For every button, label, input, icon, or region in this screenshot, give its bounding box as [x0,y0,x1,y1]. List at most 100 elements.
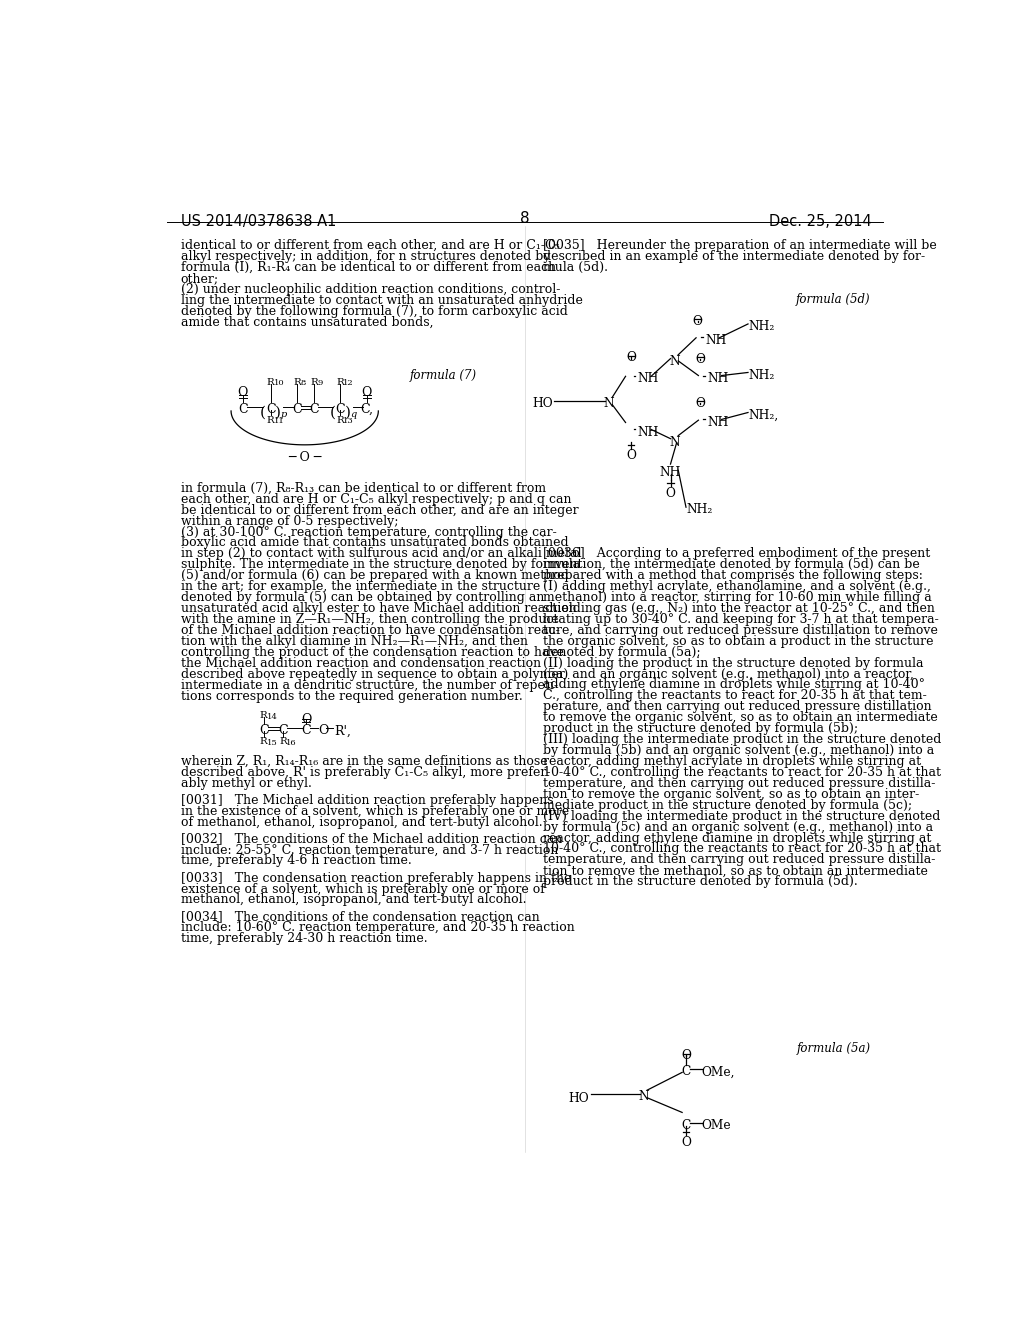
Text: tion to remove the organic solvent, so as to obtain an inter-: tion to remove the organic solvent, so a… [543,788,919,801]
Text: N: N [603,397,613,411]
Text: HO: HO [568,1092,589,1105]
Text: [0031]   The Michael addition reaction preferably happens: [0031] The Michael addition reaction pre… [180,793,553,807]
Text: NH: NH [637,426,658,440]
Text: Dec. 25, 2014: Dec. 25, 2014 [769,214,872,228]
Text: described in an example of the intermediate denoted by for-: described in an example of the intermedi… [543,251,925,263]
Text: O: O [301,713,311,726]
Text: tion with the alkyl diamine in NH₂—R₁—NH₂, and then: tion with the alkyl diamine in NH₂—R₁—NH… [180,635,527,648]
Text: described above, R' is preferably C₁-C₅ alkyl, more prefer-: described above, R' is preferably C₁-C₅ … [180,766,550,779]
Text: include: 25-55° C. reaction temperature, and 3-7 h reaction: include: 25-55° C. reaction temperature,… [180,843,558,857]
Text: R: R [260,738,267,746]
Text: R: R [260,711,267,721]
Text: within a range of 0-5 respectively;: within a range of 0-5 respectively; [180,515,398,528]
Text: q: q [350,411,356,420]
Text: include: 10-60° C. reaction temperature, and 20-35 h reaction: include: 10-60° C. reaction temperature,… [180,921,574,935]
Text: denoted by formula (5) can be obtained by controlling an: denoted by formula (5) can be obtained b… [180,591,544,605]
Text: 8: 8 [520,211,529,226]
Text: C: C [681,1065,690,1078]
Text: in the existence of a solvent, which is preferably one or more: in the existence of a solvent, which is … [180,805,568,817]
Text: adding ethylene diamine in droplets while stirring at 10-40°: adding ethylene diamine in droplets whil… [543,678,925,692]
Text: sulphite. The intermediate in the structure denoted by formula: sulphite. The intermediate in the struct… [180,558,580,572]
Text: 12: 12 [343,379,354,387]
Text: N: N [669,436,680,449]
Text: [0032]   The conditions of the Michael addition reaction can: [0032] The conditions of the Michael add… [180,833,562,846]
Text: described above repeatedly in sequence to obtain a polymer: described above repeatedly in sequence t… [180,668,564,681]
Text: (: ( [260,405,266,420]
Text: boxylic acid amide that contains unsaturated bonds obtained: boxylic acid amide that contains unsatur… [180,536,568,549]
Text: mediate product in the structure denoted by formula (5c);: mediate product in the structure denoted… [543,799,911,812]
Text: (5) and/or formula (6) can be prepared with a known method: (5) and/or formula (6) can be prepared w… [180,569,568,582]
Text: OMe: OMe [701,1119,731,1133]
Text: (I) adding methyl acrylate, ethanolamine, and a solvent (e.g.,: (I) adding methyl acrylate, ethanolamine… [543,579,931,593]
Text: ): ) [345,405,351,420]
Text: in formula (7), R₈-R₁₃ can be identical to or different from: in formula (7), R₈-R₁₃ can be identical … [180,482,546,495]
Text: by formula (5b) and an organic solvent (e.g., methanol) into a: by formula (5b) and an organic solvent (… [543,744,934,758]
Text: ture, and carrying out reduced pressure distillation to remove: ture, and carrying out reduced pressure … [543,624,938,636]
Text: formula (5a): formula (5a) [797,1043,870,1056]
Text: with the amine in Z—R₁—NH₂, then controlling the product: with the amine in Z—R₁—NH₂, then control… [180,612,558,626]
Text: temperature, and then carrying out reduced pressure distilla-: temperature, and then carrying out reduc… [543,854,935,866]
Text: C., controlling the reactants to react for 20-35 h at that tem-: C., controlling the reactants to react f… [543,689,927,702]
Text: each other, and are H or C₁-C₅ alkyl respectively; p and q can: each other, and are H or C₁-C₅ alkyl res… [180,492,571,506]
Text: O: O [238,387,248,400]
Text: perature, and then carrying out reduced pressure distillation: perature, and then carrying out reduced … [543,701,931,713]
Text: C: C [292,404,302,416]
Text: alkyl respectively; in addition, for n structures denoted by: alkyl respectively; in addition, for n s… [180,251,550,263]
Text: (IV) loading the intermediate product in the structure denoted: (IV) loading the intermediate product in… [543,809,940,822]
Text: C: C [238,404,248,416]
Text: O: O [626,449,636,462]
Text: C: C [279,725,288,738]
Text: formula (7): formula (7) [410,368,477,381]
Text: (: ( [330,405,336,420]
Text: 14: 14 [266,713,278,721]
Text: O: O [318,725,329,738]
Text: O: O [681,1049,691,1063]
Text: R: R [337,378,344,387]
Text: 8: 8 [300,379,305,387]
Text: N: N [638,1090,648,1104]
Text: C: C [259,725,268,738]
Text: 10: 10 [274,379,285,387]
Text: identical to or different from each other, and are H or C₁-C₅: identical to or different from each othe… [180,239,559,252]
Text: US 2014/0378638 A1: US 2014/0378638 A1 [180,214,336,228]
Text: of the Michael addition reaction to have condensation reac-: of the Michael addition reaction to have… [180,624,559,638]
Text: (III) loading the intermediate product in the structure denoted: (III) loading the intermediate product i… [543,733,941,746]
Text: R: R [280,738,287,746]
Text: 16: 16 [286,739,297,747]
Text: 10-40° C., controlling the reactants to react for 20-35 h at that: 10-40° C., controlling the reactants to … [543,842,941,855]
Text: O: O [361,387,372,400]
Text: prepared with a method that comprises the following steps:: prepared with a method that comprises th… [543,569,923,582]
Text: (3) at 30-100° C. reaction temperature, controlling the car-: (3) at 30-100° C. reaction temperature, … [180,525,556,539]
Text: NH: NH [659,466,681,479]
Text: shielding gas (e.g., N₂) into the reactor at 10-25° C., and then: shielding gas (e.g., N₂) into the reacto… [543,602,935,615]
Text: [0035]   Hereunder the preparation of an intermediate will be: [0035] Hereunder the preparation of an i… [543,239,936,252]
Text: reactor, adding ethylene diamine in droplets while stirring at: reactor, adding ethylene diamine in drop… [543,832,931,845]
Text: O: O [695,397,705,411]
Text: (2) under nucleophilic addition reaction conditions, control-: (2) under nucleophilic addition reaction… [180,282,560,296]
Text: ably methyl or ethyl.: ably methyl or ethyl. [180,777,311,789]
Text: formula (I), R₁-R₄ can be identical to or different from each: formula (I), R₁-R₄ can be identical to o… [180,261,556,275]
Text: other;: other; [180,272,219,285]
Text: C,: C, [360,404,373,416]
Text: of methanol, ethanol, isopropanol, and tert-butyl alcohol.: of methanol, ethanol, isopropanol, and t… [180,816,543,829]
Text: 9: 9 [317,379,323,387]
Text: be identical to or different from each other, and are an integer: be identical to or different from each o… [180,504,579,516]
Text: O: O [666,487,676,500]
Text: amide that contains unsaturated bonds,: amide that contains unsaturated bonds, [180,315,433,329]
Text: methanol) into a reactor, stirring for 10-60 min while filling a: methanol) into a reactor, stirring for 1… [543,591,932,605]
Text: the organic solvent, so as to obtain a product in the structure: the organic solvent, so as to obtain a p… [543,635,933,648]
Text: NH₂: NH₂ [748,368,774,381]
Text: heating up to 30-40° C. and keeping for 3-7 h at that tempera-: heating up to 30-40° C. and keeping for … [543,612,938,626]
Text: invention, the intermediate denoted by formula (5d) can be: invention, the intermediate denoted by f… [543,558,920,572]
Text: ): ) [275,405,282,420]
Text: ─ O ─: ─ O ─ [288,451,322,465]
Text: denoted by the following formula (7), to form carboxylic acid: denoted by the following formula (7), to… [180,305,567,318]
Text: intermediate in a dendritic structure, the number of repeti-: intermediate in a dendritic structure, t… [180,678,558,692]
Text: NH₂,: NH₂, [748,409,778,421]
Text: R: R [293,378,301,387]
Text: (5a) and an organic solvent (e.g., methanol) into a reactor,: (5a) and an organic solvent (e.g., metha… [543,668,913,681]
Text: O: O [695,354,705,366]
Text: R',: R', [334,725,351,738]
Text: 15: 15 [266,739,278,747]
Text: OMe,: OMe, [701,1065,735,1078]
